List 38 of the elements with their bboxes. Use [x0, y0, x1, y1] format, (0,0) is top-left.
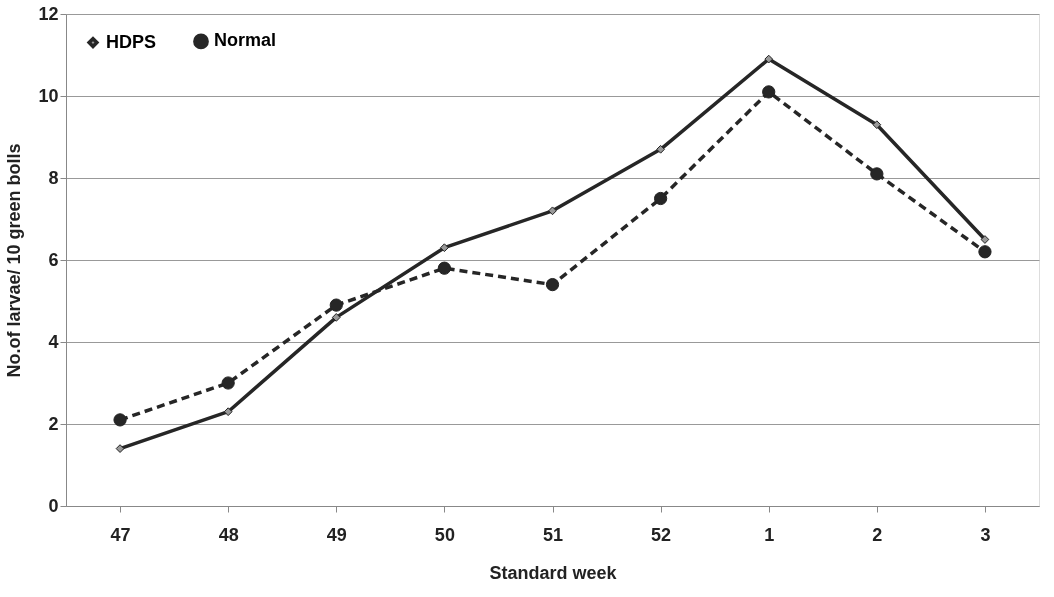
- point: [329, 298, 343, 312]
- point: [221, 376, 235, 390]
- point: [656, 144, 665, 154]
- y-axis-title: No.of larvae/ 10 green bolls: [4, 143, 25, 378]
- y-tick-label: 2: [48, 413, 59, 434]
- x-tick-label: 47: [110, 524, 131, 545]
- point: [978, 245, 992, 259]
- x-tick-label: 48: [218, 524, 239, 545]
- x-tick-label: 49: [326, 524, 347, 545]
- y-tick-label: 10: [38, 85, 59, 106]
- x-tick-label: 1: [764, 524, 775, 545]
- point: [331, 313, 341, 322]
- x-tick-label: 50: [434, 524, 455, 545]
- legend-label: HDPS: [106, 31, 157, 52]
- point: [764, 54, 774, 64]
- point: [545, 277, 560, 292]
- point: [115, 444, 125, 453]
- point: [113, 413, 127, 427]
- x-axis-title: Standard week: [489, 562, 618, 583]
- y-tick-label: 12: [38, 3, 59, 24]
- y-tick-label: 8: [48, 167, 59, 188]
- y-tick-label: 4: [48, 331, 59, 352]
- x-tick-label: 52: [651, 524, 672, 545]
- point: [872, 120, 882, 130]
- point: [870, 167, 884, 181]
- legend-label: Normal: [214, 30, 277, 51]
- x-tick-label: 3: [980, 524, 991, 545]
- point: [437, 261, 452, 275]
- point: [548, 206, 557, 216]
- x-tick-label: 2: [872, 524, 883, 545]
- point: [223, 407, 233, 417]
- x-tick-label: 51: [542, 524, 564, 545]
- y-tick-label: 0: [48, 495, 59, 516]
- point: [653, 191, 668, 206]
- y-tick-label: 6: [48, 249, 59, 270]
- point: [440, 243, 449, 253]
- point: [980, 235, 990, 244]
- point: [762, 85, 776, 99]
